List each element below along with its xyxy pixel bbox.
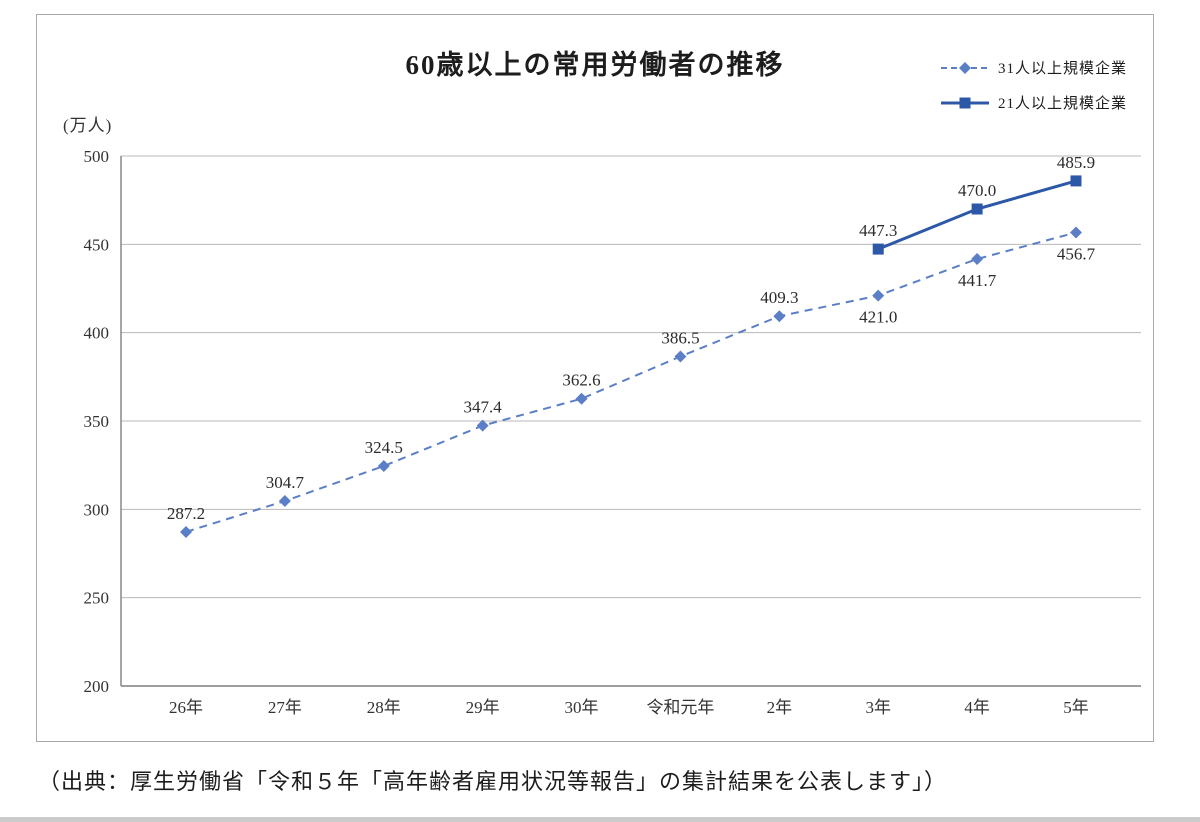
svg-text:500: 500 <box>84 147 110 166</box>
svg-text:421.0: 421.0 <box>859 308 897 327</box>
svg-text:450: 450 <box>84 235 110 254</box>
svg-text:400: 400 <box>84 324 110 343</box>
svg-text:409.3: 409.3 <box>760 288 798 307</box>
svg-text:324.5: 324.5 <box>365 438 403 457</box>
svg-text:300: 300 <box>84 500 110 519</box>
legend-item-series-31: 31人以上規模企業 <box>940 57 1127 78</box>
svg-text:386.5: 386.5 <box>661 329 699 348</box>
svg-text:304.7: 304.7 <box>266 473 305 492</box>
svg-text:200: 200 <box>84 677 110 696</box>
svg-text:456.7: 456.7 <box>1057 244 1096 263</box>
svg-text:470.0: 470.0 <box>958 181 996 200</box>
svg-text:29年: 29年 <box>466 698 500 717</box>
svg-text:362.6: 362.6 <box>562 371 600 390</box>
svg-text:26年: 26年 <box>169 698 203 717</box>
svg-text:30年: 30年 <box>565 698 599 717</box>
bottom-edge-strip <box>0 817 1200 822</box>
solid-square-legend-icon <box>940 97 989 108</box>
svg-text:441.7: 441.7 <box>958 271 997 290</box>
svg-text:250: 250 <box>84 589 110 608</box>
legend-item-series-21: 21人以上規模企業 <box>940 92 1127 113</box>
dashed-diamond-legend-icon <box>940 61 989 74</box>
plot-svg: 200 250 300 350 400 450 500 26年 27年 28年 29年 30年 令和元年… <box>84 147 1141 717</box>
svg-text:27年: 27年 <box>268 698 302 717</box>
svg-text:485.9: 485.9 <box>1057 153 1095 172</box>
svg-text:3年: 3年 <box>865 698 891 717</box>
svg-text:4年: 4年 <box>964 698 990 717</box>
svg-text:2年: 2年 <box>767 698 793 717</box>
source-note: （出典：厚生労働省「令和５年「高年齢者雇用状況等報告」の集計結果を公表します」） <box>38 769 948 794</box>
svg-text:347.4: 347.4 <box>464 398 503 417</box>
y-axis-unit-label: (万人) <box>63 116 113 135</box>
legend-label-series-31: 31人以上規模企業 <box>997 61 1127 77</box>
svg-text:447.3: 447.3 <box>859 221 897 240</box>
svg-text:28年: 28年 <box>367 698 401 717</box>
svg-text:令和元年: 令和元年 <box>646 698 714 717</box>
chart-title: 60歳以上の常用労働者の推移 <box>405 50 785 80</box>
legend-label-series-21: 21人以上規模企業 <box>997 96 1127 112</box>
legend: 31人以上規模企業 21人以上規模企業 <box>940 57 1127 113</box>
svg-text:350: 350 <box>84 412 110 431</box>
svg-text:287.2: 287.2 <box>167 504 205 523</box>
chart-frame: 60歳以上の常用労働者の推移 31人以上規模企業 21人以上規模企業 (万人) … <box>36 14 1154 742</box>
svg-text:5年: 5年 <box>1063 698 1089 717</box>
